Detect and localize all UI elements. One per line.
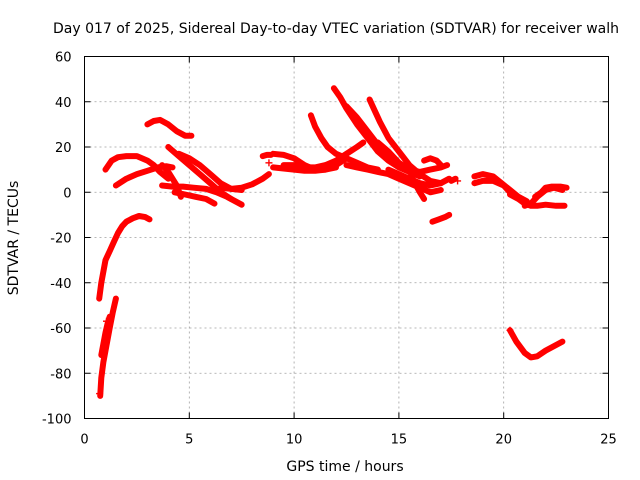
x-tick-label: 5 bbox=[185, 433, 193, 448]
series-arc-p bbox=[280, 139, 367, 171]
series-arc-a bbox=[96, 213, 153, 302]
data-point bbox=[265, 159, 273, 167]
x-tick-label: 10 bbox=[286, 433, 303, 448]
series-arc-l bbox=[217, 171, 272, 192]
series-arc-t bbox=[366, 96, 444, 187]
y-tick-label: -20 bbox=[50, 232, 71, 247]
y-tick-label: 40 bbox=[55, 96, 72, 111]
series-arc-u bbox=[343, 162, 444, 196]
y-tick-label: 0 bbox=[63, 186, 71, 201]
series-arc-b bbox=[97, 295, 119, 399]
plot-frame bbox=[84, 56, 609, 419]
plot-area bbox=[96, 85, 570, 399]
series-arc-x bbox=[406, 166, 428, 202]
x-axis-label: GPS time / hours bbox=[286, 459, 403, 475]
data-point bbox=[96, 390, 104, 398]
data-point bbox=[103, 317, 111, 325]
series-arc-aa bbox=[448, 175, 459, 184]
x-tick-label: 0 bbox=[80, 433, 88, 448]
y-tick-label: 60 bbox=[55, 51, 72, 66]
data-point bbox=[454, 177, 462, 185]
series-arc-m bbox=[259, 151, 274, 160]
y-tick-label: -60 bbox=[50, 322, 71, 337]
y-axis-label: SDTVAR / TECUs bbox=[6, 181, 22, 296]
series-arc-y bbox=[421, 155, 444, 169]
series-arc-ag bbox=[507, 327, 566, 361]
chart-title: Day 017 of 2025, Sidereal Day-to-day VTE… bbox=[53, 21, 619, 37]
series-arc-w bbox=[385, 166, 453, 189]
y-tick-label: 20 bbox=[55, 141, 72, 156]
series-arc-ac bbox=[471, 177, 513, 196]
series-arc-af bbox=[532, 183, 570, 200]
series-arc-f bbox=[144, 116, 195, 139]
series-arc-ad bbox=[507, 191, 568, 209]
x-tick-label: 25 bbox=[600, 433, 617, 448]
grid bbox=[84, 56, 609, 419]
data-point bbox=[506, 326, 514, 334]
series-arc-v bbox=[374, 139, 451, 175]
y-tick-label: -40 bbox=[50, 277, 71, 292]
y-tick-label: -80 bbox=[50, 367, 71, 382]
axis-ticks: 0 5 10 15 20 25 -100 -80 -60 -40 -20 0 20 40 60 bbox=[42, 51, 617, 448]
series-arc-k bbox=[171, 189, 218, 207]
series-arc-o bbox=[270, 164, 339, 174]
series-arc-z bbox=[429, 211, 453, 225]
x-tick-label: 15 bbox=[391, 433, 408, 448]
x-tick-label: 20 bbox=[495, 433, 512, 448]
y-tick-label: -100 bbox=[42, 413, 72, 428]
